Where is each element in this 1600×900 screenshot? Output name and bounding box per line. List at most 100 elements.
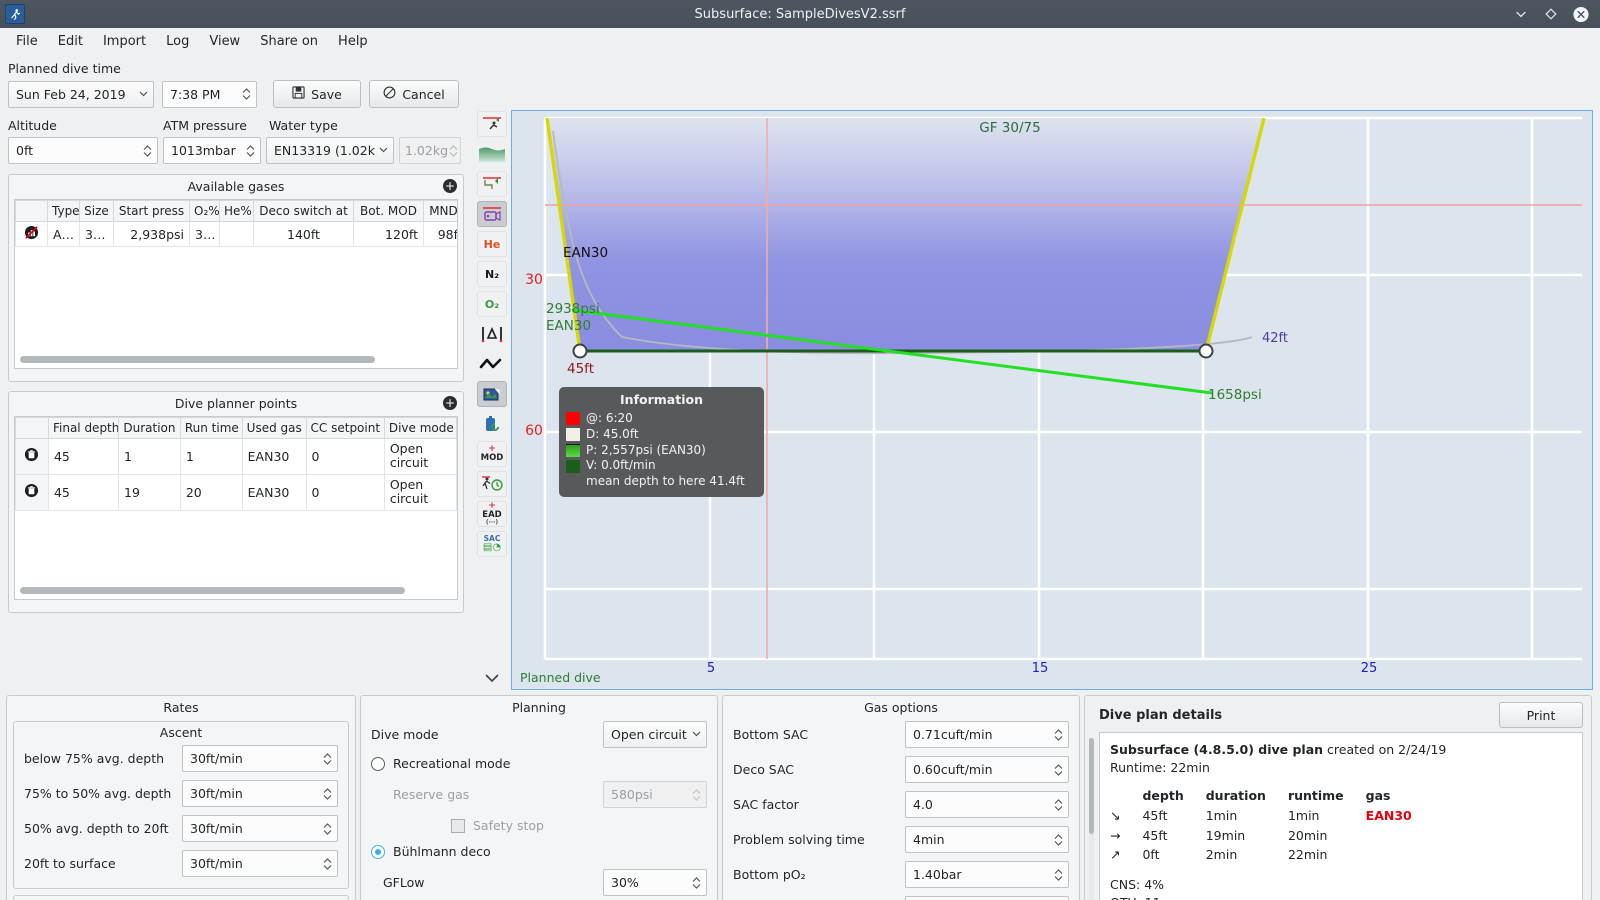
- menu-item-share-on[interactable]: Share on: [260, 34, 319, 49]
- cancel-button[interactable]: Cancel: [369, 80, 459, 108]
- profile-handle[interactable]: [1198, 343, 1214, 359]
- pp-used-gas[interactable]: EAN30: [241, 473, 307, 511]
- menu-item-import[interactable]: Import: [102, 34, 147, 49]
- pp-col-dive-mode[interactable]: Dive mode: [383, 417, 457, 439]
- atm-pressure-spinbox[interactable]: 1013mbar: [163, 137, 261, 164]
- spinner-arrows-icon[interactable]: [245, 143, 256, 159]
- gas-col-start-press[interactable]: Start press: [113, 200, 190, 222]
- toggle-tankbar-icon[interactable]: [477, 411, 507, 437]
- buhlmann-deco-radio[interactable]: [371, 844, 385, 859]
- toggle-photos-icon[interactable]: [477, 381, 507, 407]
- spinner-arrows-icon[interactable]: [322, 856, 333, 872]
- gas-row-he[interactable]: [219, 221, 254, 247]
- ascent-75-to-50-spinbox[interactable]: 30ft/min: [182, 780, 338, 807]
- spinner-arrows-icon[interactable]: [1053, 762, 1064, 778]
- gas-row-type[interactable]: A…: [47, 221, 80, 247]
- menu-item-help[interactable]: Help: [338, 34, 368, 49]
- toggle-tissue-graph-icon[interactable]: [477, 201, 507, 227]
- toggle-ead-icon[interactable]: + EAD (···): [477, 501, 507, 527]
- points-horizontal-scrollbar[interactable]: [20, 587, 405, 594]
- toggle-gradient-ceiling-icon[interactable]: [477, 141, 507, 167]
- ascent-20ft-to-surface-spinbox[interactable]: 30ft/min: [182, 850, 338, 877]
- gas-col-deco-switch[interactable]: Deco switch at: [253, 200, 354, 222]
- minimize-icon[interactable]: [1513, 6, 1529, 22]
- gas-col-he[interactable]: He%: [219, 200, 254, 222]
- pp-run-time[interactable]: 20: [179, 473, 243, 511]
- toggle-heartrate-icon[interactable]: [477, 351, 507, 377]
- deco-sac-spinbox[interactable]: 0.60cuft/min: [905, 756, 1069, 783]
- table-row[interactable]: A… 3… 2,938psi 3… 140ft 120ft 98f: [15, 221, 457, 247]
- bottom-sac-spinbox[interactable]: 0.71cuft/min: [905, 721, 1069, 748]
- pp-dive-mode[interactable]: Open circuit: [383, 473, 457, 511]
- gases-horizontal-scrollbar[interactable]: [20, 356, 375, 363]
- pp-run-time[interactable]: 1: [179, 438, 243, 475]
- gas-col-size[interactable]: Size: [79, 200, 114, 222]
- gas-row-start-press[interactable]: 2,938psi: [113, 221, 190, 247]
- gflow-spinbox[interactable]: 30%: [603, 869, 707, 896]
- maximize-icon[interactable]: [1543, 6, 1559, 22]
- gas-col-mnd[interactable]: MND: [423, 200, 457, 222]
- pp-cc-setpoint[interactable]: 0: [305, 438, 385, 475]
- dive-mode-combo[interactable]: Open circuit: [603, 721, 707, 748]
- recreational-mode-radio[interactable]: [371, 756, 385, 771]
- spinner-arrows-icon[interactable]: [691, 875, 702, 891]
- toggle-scale-icon[interactable]: [477, 321, 507, 347]
- dive-date-combo[interactable]: Sun Feb 24, 2019: [8, 80, 154, 108]
- menu-item-view[interactable]: View: [209, 34, 241, 49]
- gas-col-o2[interactable]: O₂%: [189, 200, 220, 222]
- bottom-po2-spinbox[interactable]: 1.40bar: [905, 861, 1069, 888]
- spinner-arrows-icon[interactable]: [1053, 832, 1064, 848]
- problem-solving-time-spinbox[interactable]: 4min: [905, 826, 1069, 853]
- table-row[interactable]: 45 19 20 EAN30 0 Open circuit: [15, 473, 457, 511]
- ascent-below-75-spinbox[interactable]: 30ft/min: [182, 745, 338, 772]
- toggle-oxygen-icon[interactable]: O₂: [477, 291, 507, 317]
- buhlmann-deco-row[interactable]: Bühlmann deco: [371, 844, 707, 859]
- menu-item-edit[interactable]: Edit: [57, 34, 83, 49]
- pp-duration[interactable]: 1: [118, 438, 181, 475]
- pp-used-gas[interactable]: EAN30: [241, 438, 307, 475]
- pp-final-depth[interactable]: 45: [47, 473, 120, 511]
- toggle-helium-icon[interactable]: He: [477, 231, 507, 257]
- details-scrollbar-thumb[interactable]: [1089, 738, 1094, 834]
- water-type-combo[interactable]: EN13319 (1.02k: [266, 137, 394, 164]
- add-gas-button[interactable]: +: [443, 179, 457, 193]
- spinner-arrows-icon[interactable]: [322, 751, 333, 767]
- add-planner-point-button[interactable]: +: [443, 396, 457, 410]
- close-icon[interactable]: [1573, 6, 1589, 22]
- gas-row-size[interactable]: 3…: [79, 221, 114, 247]
- dive-time-spinbox[interactable]: 7:38 PM: [162, 80, 257, 108]
- gas-row-icon[interactable]: [15, 221, 48, 247]
- planner-points-table[interactable]: Final depth Duration Run time Used gas C…: [14, 416, 458, 600]
- recreational-mode-row[interactable]: Recreational mode: [371, 756, 707, 771]
- profile-handle[interactable]: [572, 343, 588, 359]
- menu-item-log[interactable]: Log: [166, 34, 190, 49]
- pp-col-cc-setpoint[interactable]: CC setpoint: [305, 417, 385, 439]
- pp-col-used-gas[interactable]: Used gas: [241, 417, 307, 439]
- gas-row-o2[interactable]: 3…: [189, 221, 220, 247]
- save-button[interactable]: Save: [273, 80, 361, 108]
- pp-col-run-time[interactable]: Run time: [179, 417, 243, 439]
- spinner-arrows-icon[interactable]: [1053, 797, 1064, 813]
- spinner-arrows-icon[interactable]: [241, 86, 252, 102]
- toggle-calculated-ceiling-icon[interactable]: [477, 171, 507, 197]
- dive-profile-chart[interactable]: GF 30/75 30 60 5 15 25 EAN30 2938psi EAN…: [511, 110, 1593, 690]
- gas-row-mnd[interactable]: 98f: [423, 221, 457, 247]
- menu-item-file[interactable]: File: [16, 34, 38, 49]
- toolbar-more-icon[interactable]: [477, 665, 507, 691]
- pp-dive-mode[interactable]: Open circuit: [383, 438, 457, 475]
- print-button[interactable]: Print: [1499, 702, 1583, 728]
- pp-cc-setpoint[interactable]: 0: [305, 473, 385, 511]
- altitude-spinbox[interactable]: 0ft: [8, 137, 158, 164]
- toggle-ndl-tts-icon[interactable]: [477, 471, 507, 497]
- spinner-arrows-icon[interactable]: [1053, 867, 1064, 883]
- ascent-50-to-20ft-spinbox[interactable]: 30ft/min: [182, 815, 338, 842]
- gas-col-type[interactable]: Type: [47, 200, 80, 222]
- sac-factor-spinbox[interactable]: 4.0: [905, 791, 1069, 818]
- toggle-sac-icon[interactable]: SAC ▤◔: [477, 531, 507, 557]
- gas-col-bot-mod[interactable]: Bot. MOD: [353, 200, 424, 222]
- pp-col-final-depth[interactable]: Final depth: [47, 417, 120, 439]
- pp-col-duration[interactable]: Duration: [118, 417, 181, 439]
- gas-col-select[interactable]: [15, 200, 48, 222]
- pp-col-delete[interactable]: [15, 417, 49, 439]
- table-row[interactable]: 45 1 1 EAN30 0 Open circuit: [15, 438, 457, 475]
